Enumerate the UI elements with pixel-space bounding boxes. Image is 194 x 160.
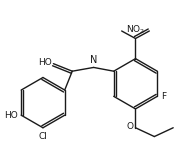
Text: Cl: Cl [39,132,47,141]
Text: O: O [126,122,133,131]
Text: HO: HO [38,58,51,67]
Text: F: F [161,92,166,101]
Text: NO$_2$: NO$_2$ [126,23,145,36]
Text: N: N [90,55,97,65]
Text: HO: HO [4,111,18,120]
